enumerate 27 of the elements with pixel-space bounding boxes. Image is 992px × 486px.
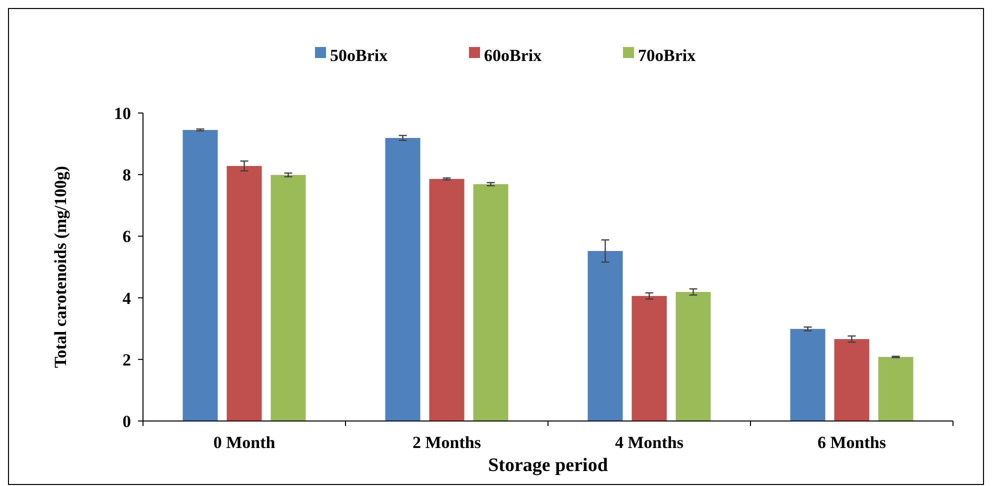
bar [632,296,667,421]
x-tick-label: 4 Months [615,433,684,452]
bar [429,178,464,421]
bar [270,174,306,421]
y-axis-title: Total carotenoids (mg/100g) [51,166,70,368]
y-tick-label: 2 [122,350,131,370]
bar [473,184,508,421]
x-tick-label: 6 Months [818,433,886,452]
bar [182,130,218,421]
x-tick-label: 0 Month [213,433,276,452]
y-tick-label: 4 [122,288,132,308]
bar [588,250,623,421]
y-tick-label: 0 [122,412,131,431]
bar [834,339,870,421]
legend-label: 70oBrix [638,46,696,65]
y-tick-label: 8 [122,166,131,185]
x-tick-label: 2 Months [412,433,482,452]
bar [790,328,826,421]
legend-label: 60oBrix [484,46,542,65]
bar [385,138,420,421]
bar [676,292,711,421]
y-tick-label: 6 [122,227,131,246]
legend-label: 50oBrix [330,46,388,65]
x-axis-title: Storage period [488,455,608,476]
y-tick-label: 10 [114,104,131,123]
bar [878,356,914,421]
bar [226,166,262,421]
